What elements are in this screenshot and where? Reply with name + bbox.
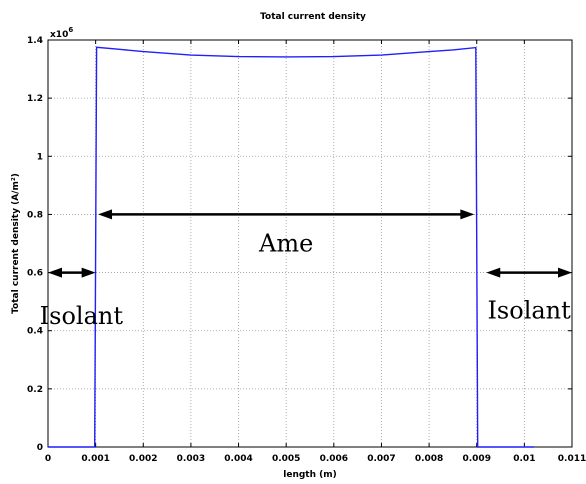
y-exponent-power: 6 [68,26,73,34]
x-tick-label: 0 [45,454,51,464]
annotation-label: Ame [258,230,313,258]
series-layer [48,46,534,448]
x-tick-label: 0.009 [462,454,490,464]
x-tick-label: 0.006 [320,454,348,464]
x-tick-label: 0.003 [177,454,205,464]
y-tick-label: 1.4 [27,36,43,46]
x-tick-label: 0.004 [224,454,252,464]
arrow-head [98,209,113,220]
axis-ticks: 0 0.001 0.002 0.003 0.004 0.005 0.006 0.007 0.00… [27,36,586,464]
x-axis-label: length (m) [283,470,337,480]
x-tick-label: 0.01 [513,454,535,464]
series-line [48,46,534,448]
arrow-head [486,267,501,278]
y-tick-label: 0 [37,443,43,453]
arrow-head [48,267,62,278]
y-tick-label: 0.6 [27,269,43,279]
annotations: Isolant Ame Isolant [40,209,572,330]
y-tick-label: 0.2 [27,385,43,395]
annotation-label: Isolant [487,296,571,324]
y-tick-label: 0.4 [27,327,43,337]
x-tick-label: 0.005 [272,454,300,464]
x-tick-label: 0.008 [415,454,443,464]
y-exponent-base: x10 [50,30,68,40]
arrow-head [460,209,475,220]
annotation-label: Isolant [40,302,124,330]
arrow-head [81,267,96,278]
x-tick-label: 0.007 [367,454,395,464]
chart-title: Total current density [260,12,366,22]
y-tick-label: 1.2 [27,94,43,104]
x-tick-label: 0.011 [558,454,586,464]
arrow-head [558,267,572,278]
y-exponent-label: x106 [50,26,73,40]
x-tick-label: 0.002 [129,454,157,464]
y-axis-label: Total current density (A/m²) [11,173,21,314]
y-tick-label: 0.8 [27,210,43,220]
x-tick-label: 0.001 [81,454,109,464]
y-tick-label: 1 [37,152,43,162]
plot-frame [47,39,573,448]
